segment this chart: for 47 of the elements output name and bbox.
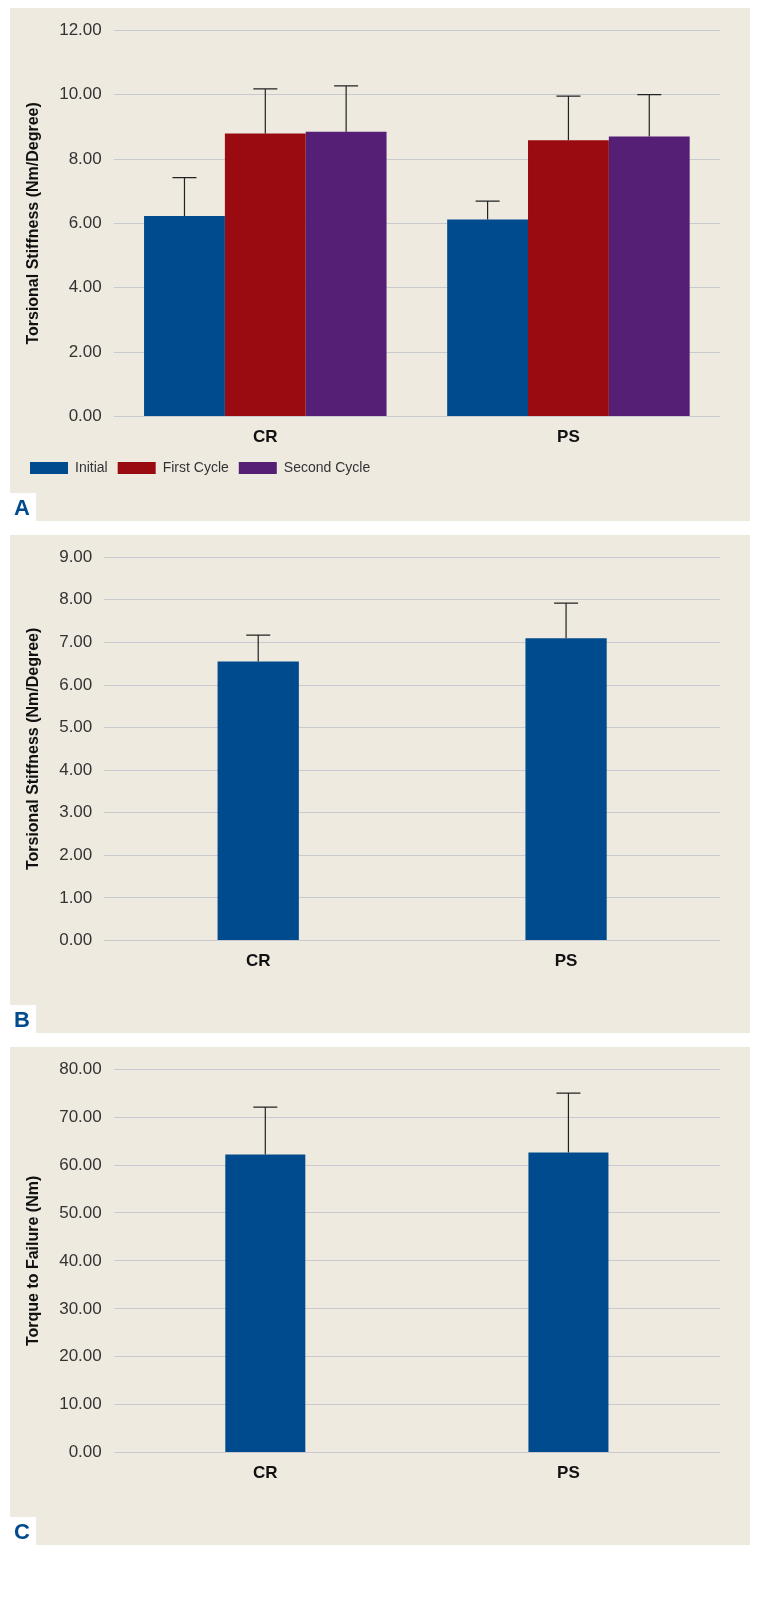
x-tick-label: PS — [557, 1463, 580, 1483]
y-tick-label: 8.00 — [68, 148, 102, 168]
y-tick-label: 5.00 — [59, 717, 93, 737]
text: C — [10, 1517, 36, 1545]
y-axis-title: Torque to Failure (Nm) — [24, 1175, 42, 1347]
x-tick-label: PS — [557, 427, 580, 447]
y-axis-title: Torsional Stiffness (Nm/Degree) — [24, 102, 42, 345]
legend-label: Second Cycle — [283, 458, 371, 475]
bar — [528, 140, 609, 417]
x-tick-label: CR — [253, 427, 278, 447]
y-tick-label: 8.00 — [59, 589, 93, 609]
x-tick-label: CR — [253, 1463, 278, 1483]
x-tick-label: CR — [245, 951, 271, 971]
bar — [305, 131, 387, 417]
y-tick-label: 20.00 — [59, 1346, 102, 1366]
y-tick-label: 0.00 — [68, 406, 102, 426]
y-tick-label: 60.00 — [59, 1154, 102, 1174]
y-tick-label: 1.00 — [59, 887, 93, 907]
y-tick-label: 2.00 — [68, 341, 102, 361]
bar — [224, 133, 306, 417]
y-tick-label: 0.00 — [68, 1442, 102, 1462]
text: B — [10, 1005, 36, 1033]
y-axis-title: Torsional Stiffness (Nm/Degree) — [24, 627, 42, 871]
y-tick-label: 4.00 — [59, 759, 93, 779]
y-tick-label: 2.00 — [59, 845, 93, 865]
y-tick-label: 0.00 — [59, 930, 93, 950]
bar — [447, 219, 529, 417]
text: A — [10, 493, 36, 521]
y-tick-label: 10.00 — [59, 1394, 102, 1414]
legend-label: First Cycle — [162, 458, 230, 475]
bar — [608, 136, 690, 417]
bar — [144, 215, 225, 417]
y-tick-label: 50.00 — [59, 1202, 102, 1222]
legend-label: Initial — [75, 458, 108, 475]
y-tick-label: 6.00 — [68, 213, 102, 233]
x-tick-label: PS — [554, 951, 578, 971]
y-tick-label: 3.00 — [59, 802, 93, 822]
y-tick-label: 80.00 — [59, 1058, 102, 1078]
y-tick-label: 10.00 — [59, 84, 102, 104]
y-tick-label: 6.00 — [59, 674, 93, 694]
y-tick-label: 30.00 — [59, 1298, 102, 1318]
y-tick-label: 4.00 — [68, 277, 102, 297]
y-tick-label: 9.00 — [59, 546, 93, 566]
y-tick-label: 12.00 — [59, 19, 102, 39]
y-tick-label: 40.00 — [59, 1250, 102, 1270]
y-tick-label: 7.00 — [59, 632, 93, 652]
y-tick-label: 70.00 — [59, 1106, 102, 1126]
